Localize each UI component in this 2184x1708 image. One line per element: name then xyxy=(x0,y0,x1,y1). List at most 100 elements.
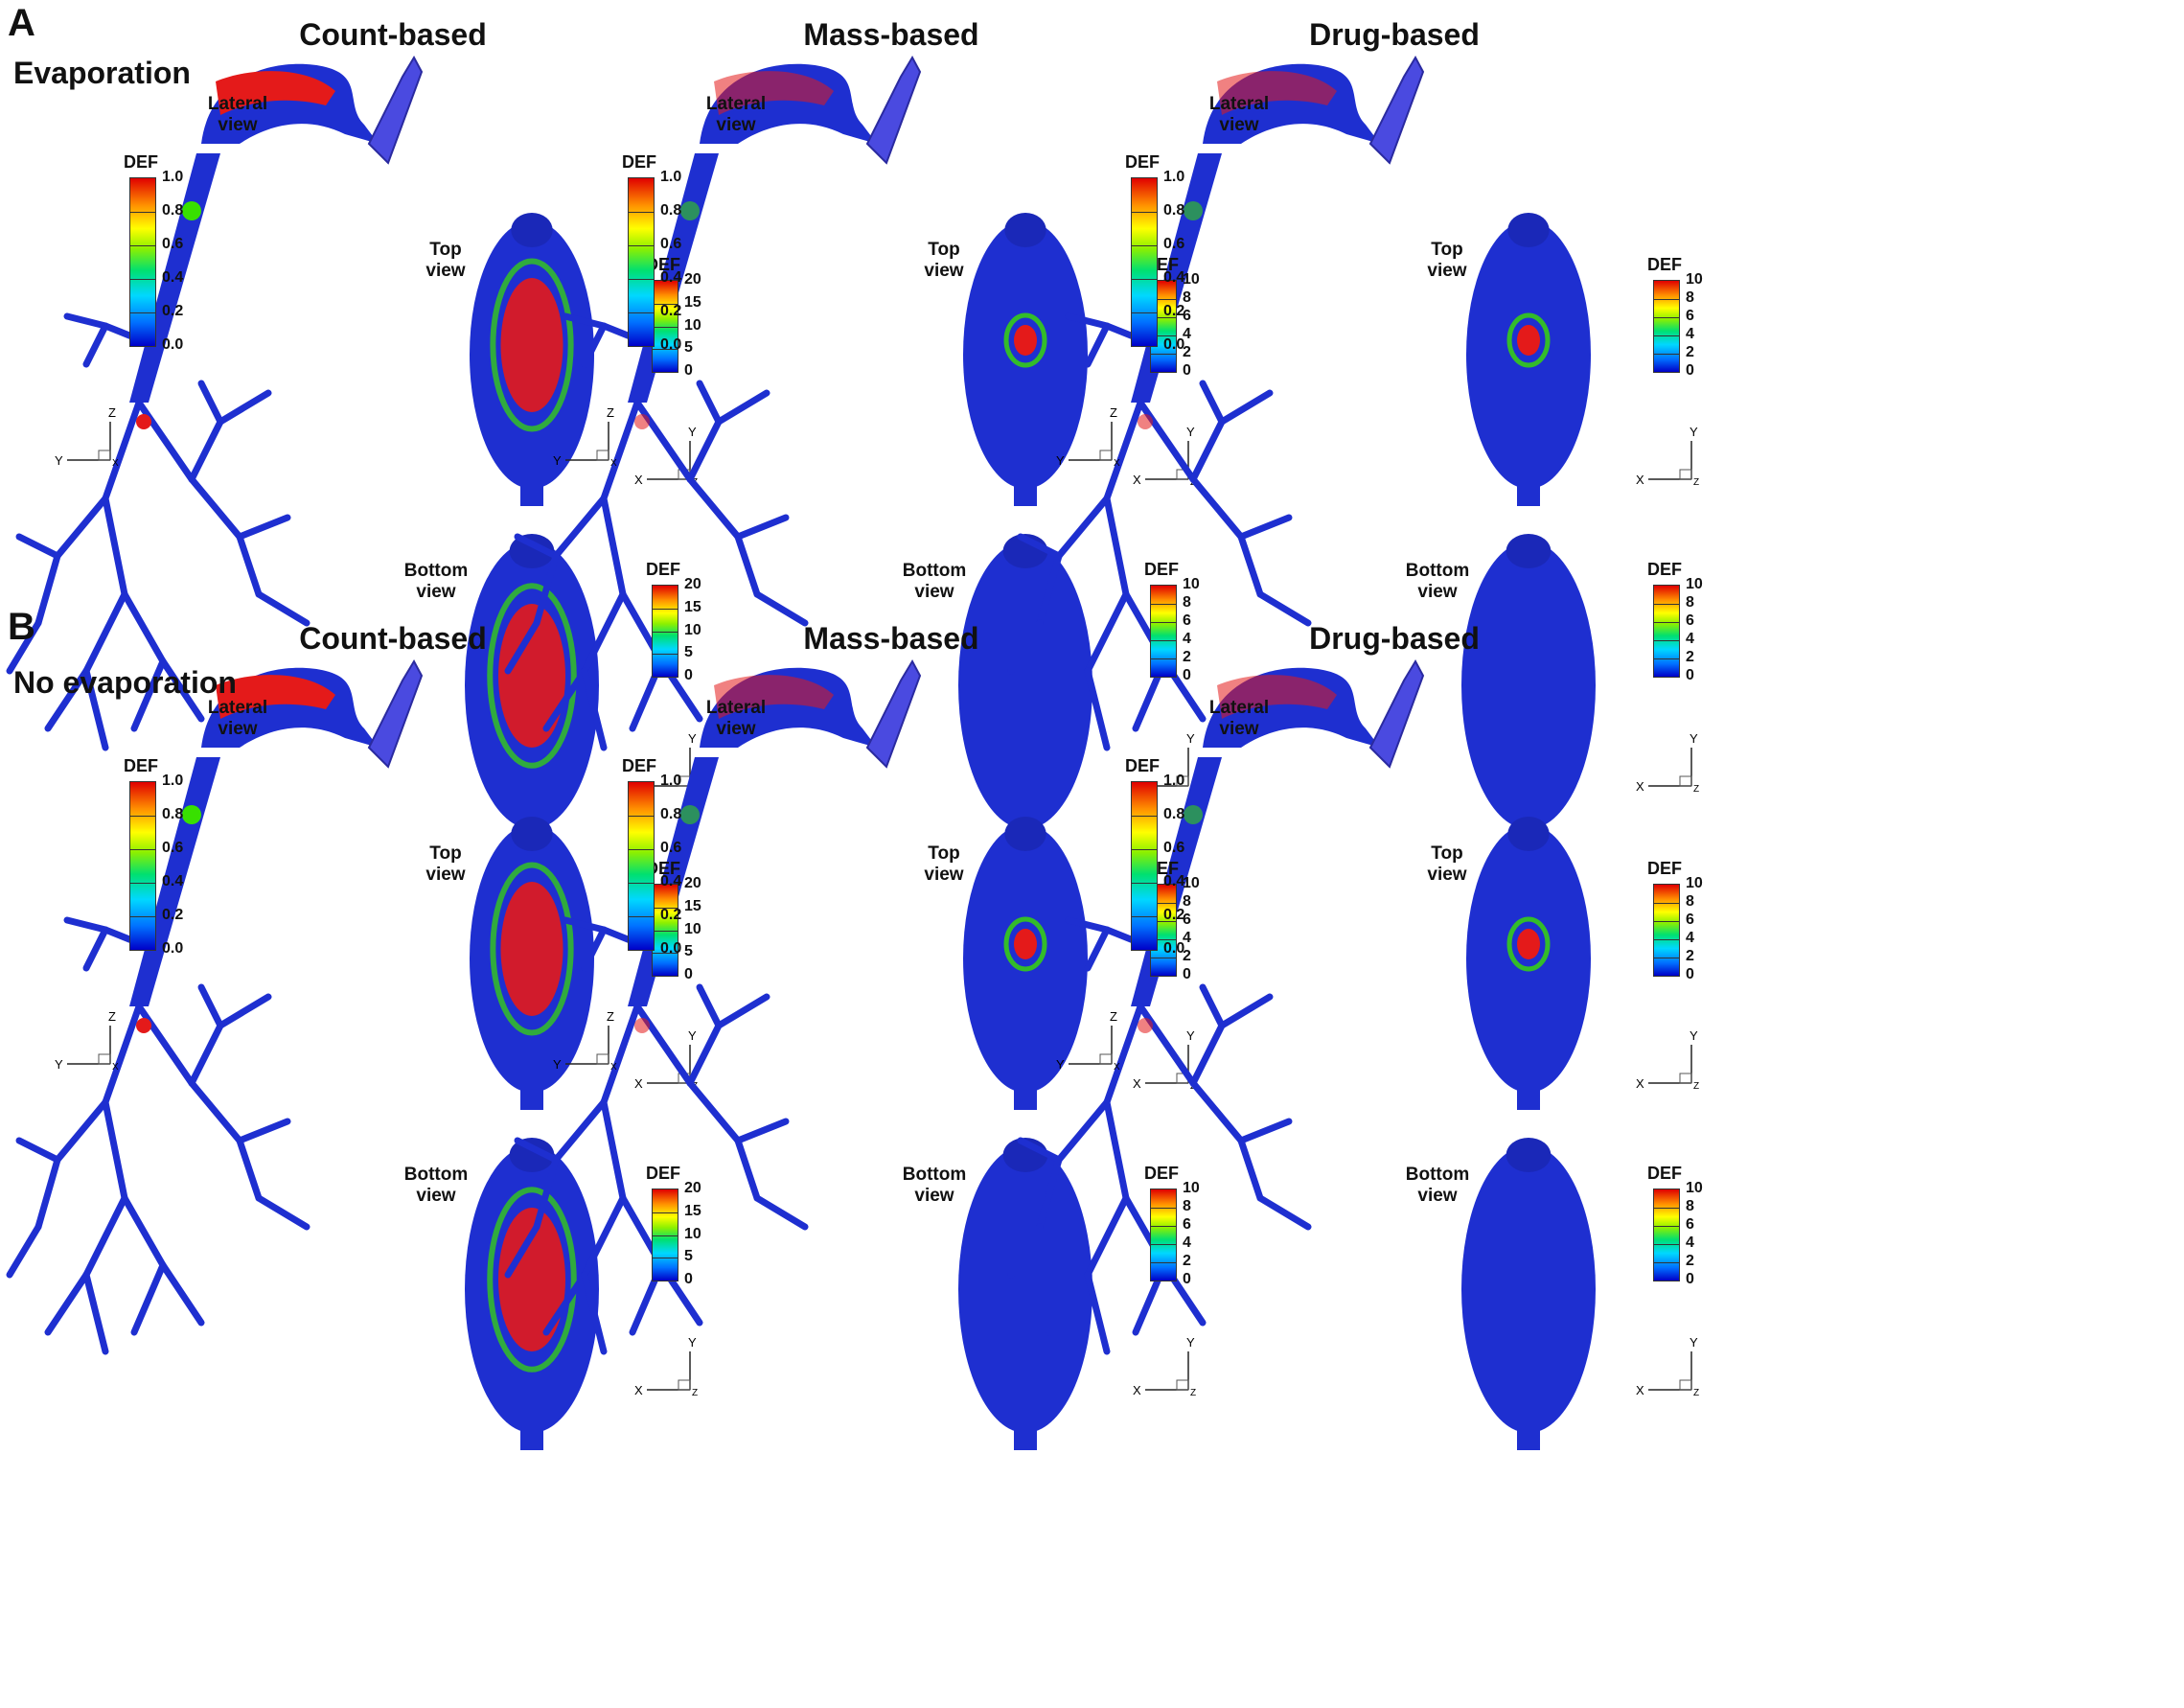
lateral-colorbar-title: DEF xyxy=(622,152,656,172)
bottom-colorbar-tick: 15 xyxy=(684,1202,701,1219)
top-colorbar-tick-line xyxy=(1151,354,1176,355)
lateral-axis-label-depth: X xyxy=(112,458,119,469)
column-title: Drug-based xyxy=(1309,621,1480,656)
larynx-top-view-neck xyxy=(520,479,543,506)
top-axis-label-horizontal: X xyxy=(1133,473,1141,487)
lateral-colorbar-tick: 0.8 xyxy=(1163,806,1185,822)
top-colorbar-tick: 6 xyxy=(1183,912,1191,928)
top-colorbar-tick: 0 xyxy=(684,966,693,982)
airway-lateral-view-bronchial-tree xyxy=(6,916,310,1355)
lateral-colorbar-tick: 0.6 xyxy=(162,236,184,252)
larynx-top-view-cap xyxy=(1004,817,1046,851)
larynx-bottom-view-cap xyxy=(509,1138,555,1172)
top-colorbar-tick: 5 xyxy=(684,943,693,960)
larynx-top-view-hotspot xyxy=(500,882,563,1016)
top-colorbar-tick-line xyxy=(1654,903,1679,904)
bottom-axis-label-depth: Z xyxy=(692,1388,698,1398)
lateral-colorbar-tick-line xyxy=(130,245,155,246)
top-colorbar-tick-line xyxy=(653,907,678,909)
bottom-axis: Y X Z xyxy=(634,1335,698,1398)
lateral-colorbar-tick-line xyxy=(130,312,155,313)
top-colorbar-tick: 0 xyxy=(1686,966,1694,982)
airway-lateral-view-hotspots xyxy=(1138,675,1337,1033)
lateral-colorbar-tick: 0.0 xyxy=(1163,940,1185,957)
lateral-axis-label-horizontal: Y xyxy=(553,453,562,468)
bottom-view-label: Bottom view xyxy=(902,561,967,602)
bottom-colorbar-tick: 4 xyxy=(1183,631,1191,647)
top-colorbar-bar xyxy=(652,884,678,977)
bottom-axis-label-vertical: Y xyxy=(688,731,697,746)
lateral-colorbar-tick: 0.8 xyxy=(1163,202,1185,219)
bottom-colorbar-tick-line xyxy=(653,1235,678,1236)
top-colorbar-tick-line xyxy=(1654,939,1679,940)
lateral-colorbar-tick: 1.0 xyxy=(162,169,184,185)
bottom-colorbar-tick-line xyxy=(1654,622,1679,623)
bottom-colorbar-bar xyxy=(652,1189,678,1281)
lateral-colorbar-tick-line xyxy=(629,816,654,817)
larynx-top-view-hotspot xyxy=(1517,929,1540,959)
larynx-top-view-neck xyxy=(520,1083,543,1110)
airway-lateral-view xyxy=(1007,55,1425,751)
top-axis-label-horizontal: X xyxy=(1133,1076,1141,1091)
larynx-bottom-view-body xyxy=(1461,1145,1596,1433)
lateral-colorbar-tick: 0.6 xyxy=(660,236,682,252)
bottom-colorbar-tick: 10 xyxy=(1686,576,1703,592)
airway-lateral-view-hotspots xyxy=(634,675,834,1033)
lateral-colorbar-tick-line xyxy=(1132,816,1157,817)
bottom-colorbar-bar xyxy=(652,585,678,678)
lateral-axis: Z Y X xyxy=(1056,405,1120,469)
lateral-axis: Z Y X xyxy=(553,405,617,469)
top-colorbar-tick: 6 xyxy=(1686,308,1694,324)
column-title: Mass-based xyxy=(803,17,979,52)
larynx-top-view-halo xyxy=(490,862,574,1036)
bottom-colorbar-tick: 0 xyxy=(1183,667,1191,683)
top-view-label: Top view xyxy=(425,240,466,281)
top-colorbar-tick: 15 xyxy=(684,897,701,914)
lateral-colorbar-tick-line xyxy=(629,212,654,213)
bottom-colorbar-tick-line xyxy=(1654,1262,1679,1263)
airway-lateral-view xyxy=(6,658,424,1355)
lateral-colorbar-tick-line xyxy=(130,212,155,213)
column-title: Mass-based xyxy=(803,621,979,656)
top-colorbar-title: DEF xyxy=(1647,255,1682,274)
larynx-top-view xyxy=(470,817,594,1110)
top-colorbar-tick: 2 xyxy=(1686,344,1694,360)
airway-lateral-view-inhaler xyxy=(865,658,922,769)
top-colorbar-tick: 0 xyxy=(1183,362,1191,379)
lateral-axis-label-horizontal: Y xyxy=(55,453,63,468)
lateral-colorbar-tick-line xyxy=(130,279,155,280)
bottom-colorbar-title: DEF xyxy=(1144,560,1179,579)
bottom-colorbar-tick-line xyxy=(1151,640,1176,641)
top-colorbar-tick-line xyxy=(653,930,678,932)
lateral-colorbar-tick: 1.0 xyxy=(660,773,682,789)
bottom-colorbar-tick: 8 xyxy=(1183,594,1191,611)
top-colorbar-tick: 10 xyxy=(684,316,701,334)
top-colorbar-title: DEF xyxy=(646,859,680,878)
top-colorbar-tick: 0 xyxy=(1686,362,1694,379)
bottom-colorbar-tick: 8 xyxy=(1686,594,1694,611)
lateral-colorbar-title: DEF xyxy=(124,756,158,775)
bottom-colorbar-tick-line xyxy=(653,631,678,633)
larynx-top-view-cap xyxy=(1507,817,1550,851)
bottom-colorbar-tick: 2 xyxy=(1686,649,1694,665)
top-axis-label-horizontal: X xyxy=(634,473,643,487)
lateral-colorbar-tick: 1.0 xyxy=(1163,773,1185,789)
bottom-axis-label-depth: Z xyxy=(1190,1388,1196,1398)
larynx-top-view-halo xyxy=(1506,312,1551,368)
top-colorbar-tick: 0 xyxy=(684,362,693,379)
bottom-colorbar-tick: 10 xyxy=(1183,1180,1200,1196)
bottom-view-label: Bottom view xyxy=(902,1165,967,1206)
bottom-axis-label-horizontal: X xyxy=(1636,1383,1644,1397)
larynx-top-view-halo xyxy=(1003,312,1047,368)
top-axis-label-depth: Z xyxy=(1693,1081,1699,1092)
bottom-colorbar-tick: 20 xyxy=(684,1180,701,1196)
top-colorbar-tick: 0 xyxy=(1183,966,1191,982)
top-colorbar-tick-line xyxy=(653,953,678,955)
lateral-axis-label-depth: X xyxy=(112,1062,119,1073)
top-axis-label-vertical: Y xyxy=(1690,1028,1698,1043)
bottom-colorbar-tick-line xyxy=(1151,1208,1176,1209)
airway-lateral-view-hotspots xyxy=(634,71,834,429)
bottom-axis-label-horizontal: X xyxy=(1636,779,1644,794)
lateral-colorbar-tick-line xyxy=(130,883,155,884)
top-colorbar-tick: 15 xyxy=(684,293,701,311)
